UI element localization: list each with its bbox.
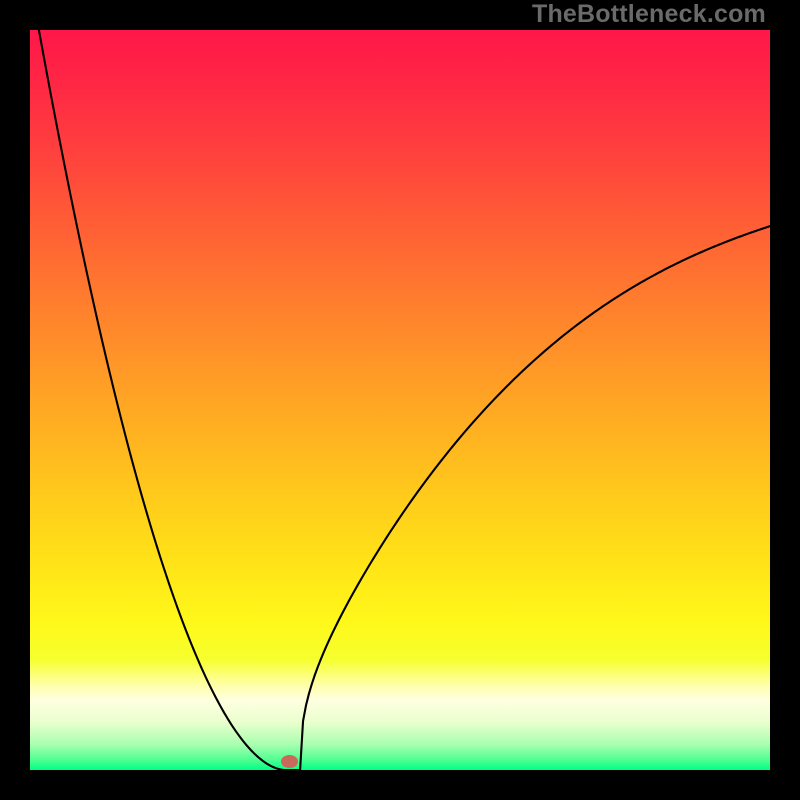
minimum-marker <box>281 755 298 768</box>
plot-area <box>30 30 770 770</box>
curve-svg <box>30 30 770 770</box>
watermark-text: TheBottleneck.com <box>532 0 766 29</box>
bottleneck-curve <box>39 30 770 770</box>
chart-container: TheBottleneck.com <box>0 0 800 800</box>
